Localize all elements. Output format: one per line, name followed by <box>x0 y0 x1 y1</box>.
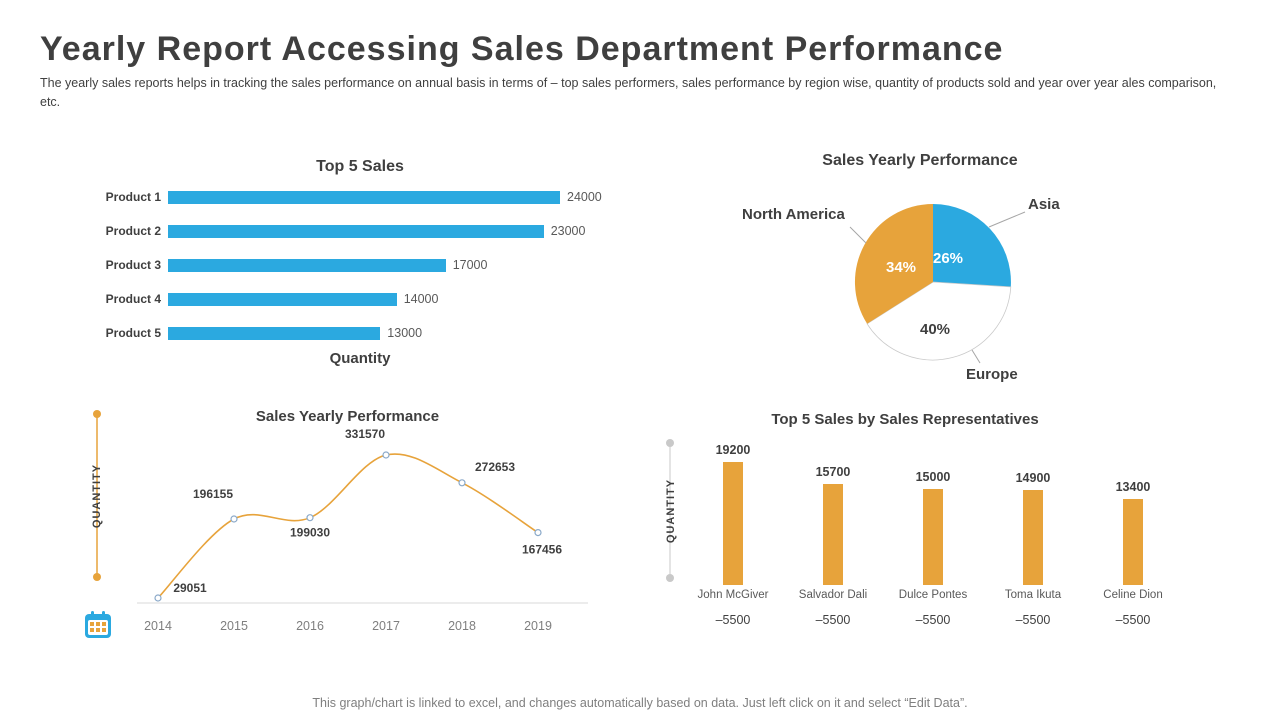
bar-value-label: 19200 <box>715 443 751 457</box>
x-tick-label: 2018 <box>448 619 476 633</box>
data-point <box>230 515 238 523</box>
chart-yearly-line[interactable]: Sales Yearly Performance QUANTITY 29051 19… <box>75 400 620 650</box>
x-tick-label: 2017 <box>372 619 400 633</box>
data-point <box>458 479 466 487</box>
bar <box>723 462 743 585</box>
bar-group: 15000 Dulce Pontes –5500 <box>883 443 983 627</box>
bar-group: 19200 John McGiver –5500 <box>683 443 783 627</box>
bar <box>168 224 544 238</box>
bar-group: 15700 Salvador Dali –5500 <box>783 443 883 627</box>
bar-group: 14900 Toma Ikuta –5500 <box>983 443 1083 627</box>
reps-chart-title: Top 5 Sales by Sales Representatives <box>771 411 1039 428</box>
bar <box>168 326 381 340</box>
pie-plot-area: 26% 40% 34% <box>849 203 1026 364</box>
bar-value-label: 24000 <box>567 190 602 204</box>
x-tick-label: 2016 <box>296 619 324 633</box>
bar-category-label: Celine Dion <box>1103 589 1163 601</box>
bar-sub-label: –5500 <box>815 613 851 627</box>
y-axis-label: QUANTITY <box>665 479 677 543</box>
page-title: Yearly Report Accessing Sales Department… <box>40 30 1004 68</box>
point-value-label: 29051 <box>173 581 207 595</box>
footer-note: This graph/chart is linked to excel, and… <box>312 696 968 710</box>
bar-sub-label: –5500 <box>915 613 951 627</box>
point-value-label: 331570 <box>345 427 385 441</box>
data-point <box>534 529 542 537</box>
bar-value-label: 13000 <box>387 326 423 340</box>
pie-slice-asia <box>933 204 1011 287</box>
point-value-label: 196155 <box>193 487 233 501</box>
top5-chart-title: Top 5 Sales <box>316 158 404 175</box>
bar <box>1023 490 1043 585</box>
pie-slice-north-america <box>854 203 933 324</box>
reps-plot-area: 19200 John McGiver –5500 15700 Salvador Dali… <box>660 403 1230 653</box>
bar-sub-label: –5500 <box>1115 613 1151 627</box>
page-subtitle: The yearly sales reports helps in tracki… <box>40 76 1217 110</box>
bar-category-label: Salvador Dali <box>798 589 868 601</box>
pie-leader-line <box>971 349 981 364</box>
bar-row: Product 2 23000 <box>80 214 640 248</box>
bar-row: Product 4 14000 <box>80 282 640 316</box>
reps-axis-area: QUANTITY <box>665 439 677 582</box>
top5-plot-area: Product 1 24000 Product 2 23000 Product 3 170… <box>80 180 640 350</box>
data-point <box>154 594 162 602</box>
bar-category-label: Dulce Pontes <box>898 589 968 601</box>
bar <box>823 484 843 585</box>
bar-row: Product 5 13000 <box>80 316 640 350</box>
data-point <box>306 514 314 522</box>
chart-region-pie[interactable]: Sales Yearly Performance 26% 40% 34% Asia E… <box>720 148 1150 410</box>
x-tick-label: 2014 <box>144 619 172 633</box>
bar <box>1123 499 1143 585</box>
bar-category-label: John McGiver <box>697 589 769 601</box>
point-value-label: 272653 <box>475 460 515 474</box>
bar-sub-label: –5500 <box>1015 613 1051 627</box>
bar <box>168 258 446 272</box>
bar-category-label: Product 4 <box>105 292 161 306</box>
axis-dot <box>666 439 674 447</box>
bar-category-label: Product 1 <box>105 190 161 204</box>
bar-value-label: 23000 <box>550 224 586 238</box>
point-value-label: 199030 <box>290 526 330 540</box>
pie-leader-line <box>849 226 867 244</box>
x-tick-label: 2015 <box>220 619 248 633</box>
bar-category-label: Product 5 <box>105 326 161 340</box>
y-axis-label: QUANTITY <box>91 464 103 528</box>
data-point <box>382 451 390 459</box>
bar-value-label: 15000 <box>915 470 951 484</box>
point-value-label: 167456 <box>522 543 562 557</box>
bar-row: Product 1 24000 <box>80 180 640 214</box>
axis-dot <box>93 573 101 581</box>
bar-value-label: 15700 <box>815 465 851 479</box>
axis-dot <box>666 574 674 582</box>
pie-leader-line <box>988 211 1026 228</box>
top5-x-axis-label: Quantity <box>329 350 391 367</box>
calendar-icon <box>83 610 113 640</box>
bar-value-label: 17000 <box>452 258 488 272</box>
bar-sub-label: –5500 <box>715 613 751 627</box>
pie-percent-label: 40% <box>920 321 950 338</box>
bar-value-label: 14900 <box>1015 471 1051 485</box>
chart-top-5-reps[interactable]: Top 5 Sales by Sales Representatives QUA… <box>660 403 1230 653</box>
bar <box>168 292 397 306</box>
axis-dot <box>93 410 101 418</box>
bar-value-label: 13400 <box>1115 480 1151 494</box>
bar <box>168 190 560 204</box>
pie-percent-label: 26% <box>933 250 963 267</box>
bar <box>923 489 943 585</box>
chart-top-5-sales[interactable]: Top 5 Sales Product 1 24000 Product 2 23000… <box>80 152 640 384</box>
bar-category-label: Toma Ikuta <box>1004 589 1062 601</box>
bar-category-label: Product 2 <box>105 224 161 238</box>
pie-chart-title: Sales Yearly Performance <box>822 152 1018 169</box>
bar-value-label: 14000 <box>403 292 439 306</box>
line-series <box>157 453 539 599</box>
bar-group: 13400 Celine Dion –5500 <box>1083 443 1183 627</box>
x-tick-label: 2019 <box>524 619 552 633</box>
bar-row: Product 3 17000 <box>80 248 640 282</box>
line-chart-title: Sales Yearly Performance <box>255 408 440 425</box>
line-plot-area: QUANTITY 29051 196155 199030 331570 272653 167… <box>91 410 588 633</box>
bar-category-label: Product 3 <box>105 258 161 272</box>
pie-percent-label: 34% <box>886 259 916 276</box>
pie-slice-europe <box>866 281 1012 361</box>
